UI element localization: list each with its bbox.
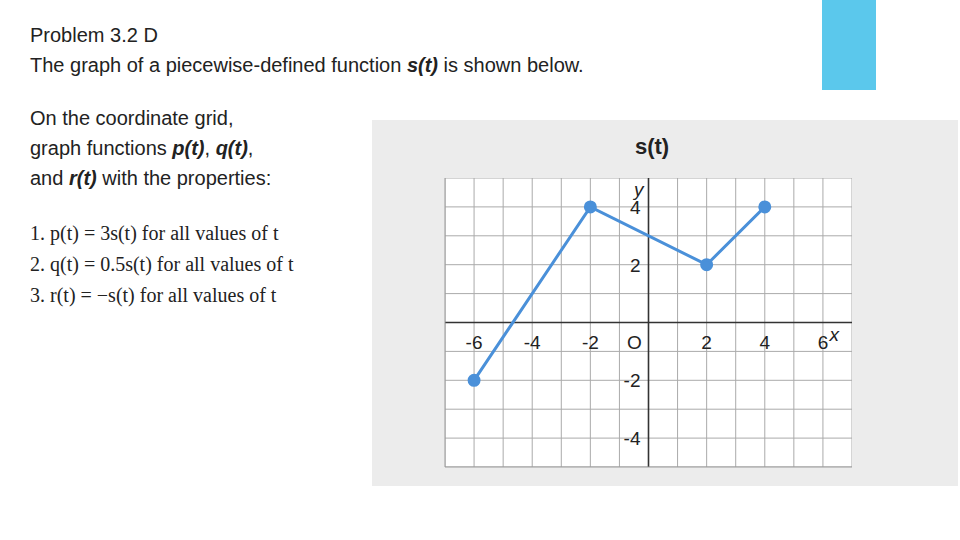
svg-text:O: O: [627, 332, 642, 353]
svg-text:2: 2: [630, 255, 641, 276]
svg-text:-2: -2: [582, 332, 599, 353]
svg-text:-4: -4: [524, 332, 541, 353]
html-text:The graph of a piecewise-defin: The graph of a piecewise-defined functio…: [30, 54, 584, 76]
html-text:2. q(t) = 0.5s(t) for all valu: 2. q(t) = 0.5s(t) for all values of t: [30, 253, 294, 275]
svg-text:x: x: [829, 324, 841, 345]
svg-text:-2: -2: [624, 370, 641, 391]
html-text:s(t): s(t): [634, 134, 670, 159]
html-text:Problem 3.2 D: Problem 3.2 D: [30, 24, 158, 46]
svg-text:4: 4: [629, 196, 641, 218]
html-text:and r(t) with the properties:: and r(t) with the properties:: [30, 167, 272, 189]
svg-text:6: 6: [818, 332, 829, 353]
svg-text:4: 4: [759, 332, 770, 353]
svg-text:y: y: [632, 179, 645, 200]
html-text:3. r(t) = −s(t) for all values: 3. r(t) = −s(t) for all values of t: [30, 284, 277, 306]
html-text:1. p(t) = 3s(t) for all values: 1. p(t) = 3s(t) for all values of t: [30, 222, 279, 244]
svg-text:2: 2: [701, 332, 712, 353]
svg-text:-4: -4: [624, 428, 641, 449]
html-text:On the coordinate grid,: On the coordinate grid,: [30, 107, 234, 129]
html-text:graph functions p(t), q(t),: graph functions p(t), q(t),: [30, 137, 254, 159]
svg-text:-6: -6: [466, 332, 483, 353]
